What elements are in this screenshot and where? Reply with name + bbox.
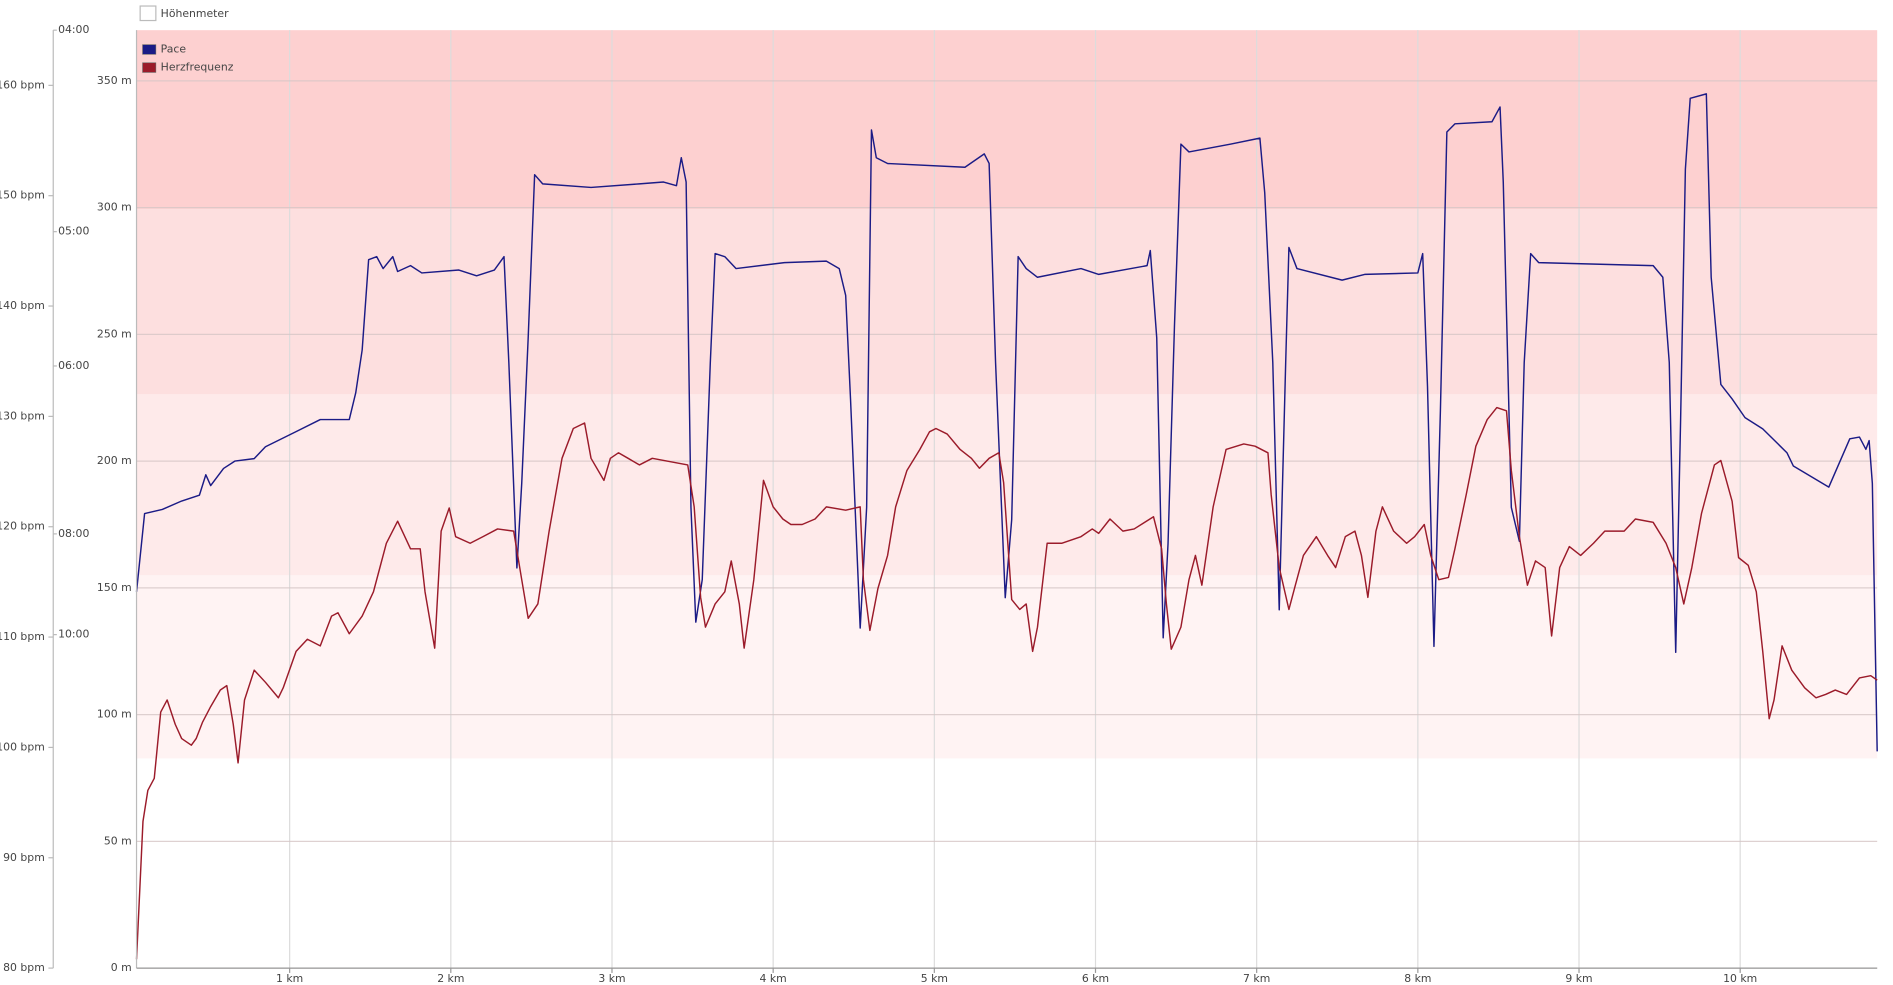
- y2-tick-label: 130 bpm: [0, 409, 45, 422]
- line-layer: [135, 93, 1878, 960]
- legend-label[interactable]: Höhenmeter: [161, 7, 229, 20]
- y-tick-label: 200 m: [97, 454, 132, 467]
- y-tick-label: 300 m: [97, 201, 132, 214]
- x-tick-label: 4 km: [760, 972, 787, 985]
- heart-rate-zone: [136, 30, 1878, 209]
- legend-swatch[interactable]: [139, 5, 157, 22]
- x-tick-label: 10 km: [1723, 972, 1757, 985]
- x-tick-label: 3 km: [598, 972, 625, 985]
- y3-tick-label: 10:00: [58, 628, 89, 641]
- x-tick-label: 6 km: [1082, 972, 1109, 985]
- y2-tick-label: 120 bpm: [0, 520, 45, 533]
- legend: Höhenmeter Pace Herzfrequenz: [139, 5, 234, 74]
- x-tick-label: 2 km: [437, 972, 464, 985]
- series-line: [135, 406, 1878, 960]
- y3-tick-label: 08:00: [58, 527, 89, 540]
- y2-tick-label: 160 bpm: [0, 78, 45, 91]
- legend-label[interactable]: Herzfrequenz: [161, 61, 234, 74]
- y2-tick-label: 110 bpm: [0, 630, 45, 643]
- y-tick-label: 350 m: [97, 74, 132, 87]
- y2-tick-label: 80 bpm: [3, 961, 45, 974]
- x-tick-label: 8 km: [1404, 972, 1431, 985]
- legend-swatch[interactable]: [142, 62, 157, 73]
- y-tick-label: 50 m: [104, 834, 132, 847]
- y-tick-label: 100 m: [97, 708, 132, 721]
- x-tick-label: 1 km: [276, 972, 303, 985]
- y2-tick-label: 140 bpm: [0, 299, 45, 312]
- heart-rate-zone: [136, 575, 1878, 759]
- y-tick-label: 0 m: [111, 961, 132, 974]
- x-tick-label: 5 km: [921, 972, 948, 985]
- legend-label[interactable]: Pace: [161, 42, 187, 55]
- y3-tick-label: 05:00: [58, 225, 89, 238]
- y2-tick-label: 150 bpm: [0, 189, 45, 202]
- y2-tick-label: 100 bpm: [0, 740, 45, 753]
- y3-tick-label: 06:00: [58, 359, 89, 372]
- legend-swatch[interactable]: [142, 44, 157, 55]
- y2-tick-label: 90 bpm: [3, 851, 45, 864]
- heart-rate-zone: [136, 394, 1878, 576]
- x-tick-label: 7 km: [1243, 972, 1270, 985]
- y-tick-label: 150 m: [97, 581, 132, 594]
- axis-layer: 1 km 2 km 3 km 4 km 5 km 6 km 7 km 8 km 9 km 10 k…: [0, 23, 1878, 985]
- x-tick-label: 9 km: [1565, 972, 1592, 985]
- heart-rate-zone: [136, 208, 1878, 395]
- y-tick-label: 250 m: [97, 327, 132, 340]
- background-layer: [136, 30, 1878, 759]
- y3-tick-label: 04:00: [58, 23, 89, 36]
